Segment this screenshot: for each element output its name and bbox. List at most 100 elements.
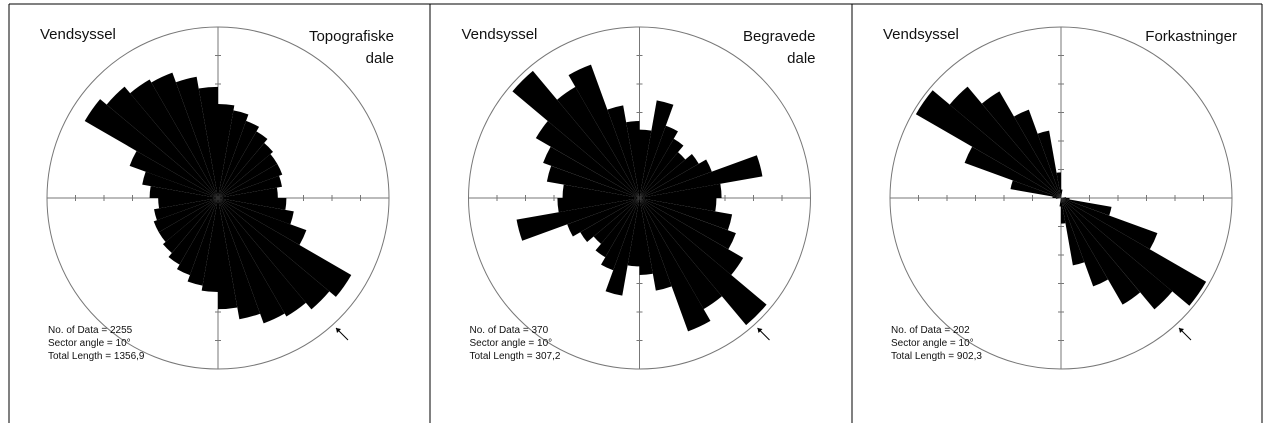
rose-sector <box>546 165 640 198</box>
rose-sector <box>981 91 1061 198</box>
rose-sector <box>639 198 653 275</box>
rose-sector <box>1061 198 1207 306</box>
rose-sector <box>964 146 1061 198</box>
rose-sector <box>218 198 285 324</box>
chart-title: Forkastninger <box>1145 28 1237 45</box>
rose-sector <box>605 198 640 296</box>
arrow-head <box>336 328 341 333</box>
rose-sector <box>1061 198 1085 266</box>
rose-sector <box>639 138 684 198</box>
rose-sector <box>158 198 218 242</box>
rose-sector <box>562 184 640 198</box>
rose-sector <box>639 100 674 198</box>
rose-sector <box>218 198 261 320</box>
rose-sector <box>218 187 278 198</box>
rose-sector <box>607 105 640 198</box>
rose-sector <box>218 163 283 198</box>
rose-sector <box>129 150 218 198</box>
rose-sector <box>218 120 260 198</box>
rose-sector <box>153 198 218 233</box>
stat-label: Sector angle = 10° <box>469 338 553 349</box>
rose-sector <box>1061 198 1173 310</box>
rose-sector <box>639 129 652 198</box>
stat-label: No. of Data = 2255 <box>48 325 133 336</box>
rose-sector <box>639 198 711 332</box>
rose-sector <box>151 72 218 198</box>
rose-sector <box>1061 198 1070 200</box>
rose-sector <box>1061 197 1067 198</box>
rose-sector <box>218 198 307 246</box>
rose-sector <box>1055 198 1061 199</box>
rose-sector <box>218 110 249 198</box>
rose-sector <box>626 121 640 198</box>
stat-label: Total Length = 1356,9 <box>48 351 145 362</box>
rose-sector <box>639 198 672 291</box>
rose-sector <box>168 198 218 265</box>
rose-sector <box>1056 172 1061 198</box>
rose-sector <box>218 103 235 198</box>
rose-sector <box>516 198 640 241</box>
rose-sector <box>1052 196 1061 198</box>
chart-title: Topografiske dale <box>308 28 394 67</box>
region-label: Vendsyssel <box>461 26 538 43</box>
rose-sector <box>557 86 640 198</box>
region-label: Vendsyssel <box>40 26 116 43</box>
rose-sector <box>639 152 686 198</box>
region-label: Vendsyssel <box>883 26 959 43</box>
rose-sector <box>218 198 294 225</box>
rose-sector <box>198 86 218 198</box>
rose-sector <box>639 155 763 198</box>
rose-sector <box>218 154 278 198</box>
stat-label: Sector angle = 10° <box>48 338 131 349</box>
stat-label: No. of Data = 370 <box>469 325 549 336</box>
rose-sector <box>218 198 306 317</box>
rose-sector <box>201 198 218 293</box>
rose-sector <box>639 198 736 250</box>
rose-sector <box>601 198 640 271</box>
rose-sector <box>175 76 218 198</box>
rose-sector <box>142 171 218 198</box>
rose-sector <box>218 198 330 310</box>
rose-sector <box>84 99 218 198</box>
rose-sector <box>567 198 640 237</box>
rose-sector <box>949 86 1061 198</box>
rose-sector <box>512 70 640 198</box>
rose-sector <box>158 198 218 209</box>
rose-sector <box>639 183 722 198</box>
rose-sector <box>149 186 218 198</box>
rose-sector <box>543 146 640 198</box>
rose-sector <box>218 175 282 198</box>
rose-sector <box>593 198 640 244</box>
arrow-head <box>1179 328 1184 333</box>
rose-sector <box>1037 130 1061 198</box>
rose-sector <box>1010 180 1061 198</box>
rose-sector <box>1013 109 1061 198</box>
rose-sector <box>639 198 722 310</box>
rose-sector <box>1059 198 1061 207</box>
rose-sector <box>639 198 767 326</box>
rose-sector <box>639 198 744 275</box>
rose-sector <box>187 198 218 286</box>
rose-sector <box>535 121 640 198</box>
rose-sector <box>639 198 733 231</box>
arrow-head <box>757 328 763 333</box>
rose-sector <box>568 64 640 198</box>
rose-sector <box>639 159 712 198</box>
rose-sector <box>1061 198 1158 250</box>
stat-label: Total Length = 307,2 <box>469 351 561 362</box>
stat-label: No. of Data = 202 <box>891 325 970 336</box>
rose-sector <box>1061 198 1112 216</box>
rose-sector <box>218 198 287 210</box>
rose-sector <box>595 198 640 258</box>
rose-sector <box>627 198 640 267</box>
rose-sector <box>580 198 640 242</box>
rose-sector <box>557 198 640 213</box>
rose-sector <box>639 154 699 198</box>
rose-sector <box>176 198 218 276</box>
rose-sector <box>1061 198 1109 287</box>
rose-sector <box>1061 189 1063 198</box>
rose-sector <box>1061 198 1066 224</box>
rose-sector <box>1061 198 1141 305</box>
